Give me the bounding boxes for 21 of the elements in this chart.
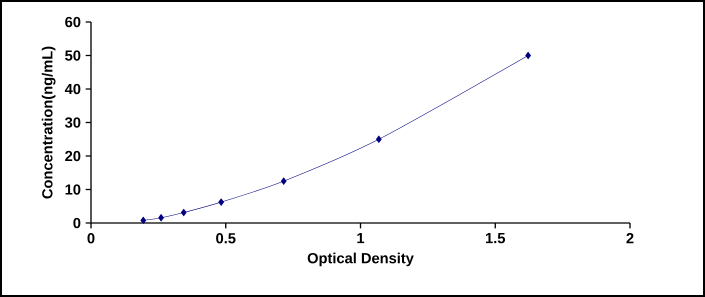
y-tick-label: 0 <box>73 218 80 228</box>
point <box>158 214 164 222</box>
point <box>180 208 187 216</box>
point <box>280 177 287 185</box>
y-tick-label: 30 <box>64 117 80 128</box>
y-tick-label: 10 <box>66 184 80 195</box>
point <box>140 216 146 224</box>
x-axis-title: Optical Density <box>308 252 414 266</box>
point <box>525 52 532 60</box>
y-axis-title: Concentration(ng/mL) <box>42 46 56 198</box>
y-tick-label: 50 <box>65 50 80 61</box>
x-tick-label: 2 <box>626 233 634 244</box>
x-tick-label: 1 <box>357 233 364 244</box>
x-tick-label: 1.5 <box>486 233 506 244</box>
point <box>218 198 224 206</box>
y-tick-label: 40 <box>64 84 80 94</box>
point <box>376 136 382 143</box>
x-tick-label: 0.5 <box>216 233 236 244</box>
y-tick-label: 20 <box>65 150 80 162</box>
y-tick-label: 60 <box>65 16 80 28</box>
x-tick-label: 0 <box>88 233 94 244</box>
